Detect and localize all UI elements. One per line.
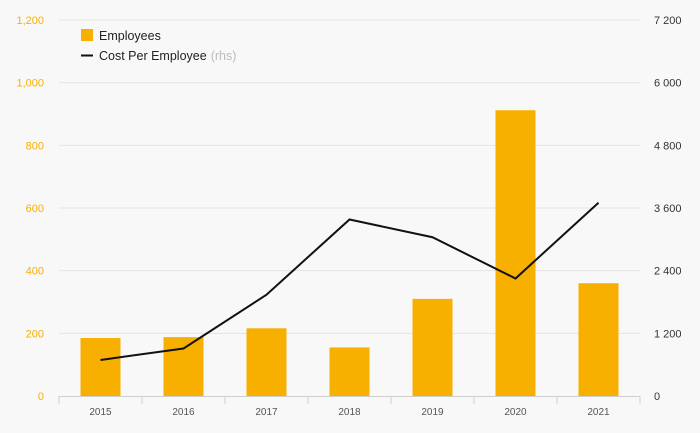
left-tick-label: 600 — [26, 203, 44, 215]
bar-employees-2019 — [412, 298, 453, 396]
left-tick-label: 1,200 — [16, 15, 44, 27]
legend-label-employees: Employees — [99, 29, 161, 43]
line-series-cost-per-employee — [100, 202, 600, 361]
legend-label-cost-per-employee: Cost Per Employee (rhs) — [99, 49, 236, 63]
x-tick-label: 2020 — [504, 407, 527, 418]
right-tick-label: 4 800 — [654, 140, 682, 152]
right-tick-label: 0 — [654, 391, 660, 403]
right-tick-label: 3 600 — [654, 203, 682, 215]
x-tick-label: 2018 — [338, 407, 361, 418]
left-tick-label: 400 — [26, 266, 44, 278]
bar-employees-2018 — [329, 347, 370, 396]
x-tick-label: 2016 — [172, 407, 195, 418]
x-tick-label: 2021 — [587, 407, 610, 418]
left-tick-label: 800 — [26, 140, 44, 152]
legend-label-rhs-note: (rhs) — [211, 49, 237, 63]
bar-employees-2015 — [80, 338, 121, 396]
bar-employees-2021 — [578, 283, 619, 396]
left-tick-label: 0 — [38, 391, 44, 403]
x-tick-label: 2019 — [421, 407, 444, 418]
right-tick-label: 7 200 — [654, 15, 682, 27]
bar-employees-2016 — [163, 337, 204, 396]
right-tick-label: 1 200 — [654, 328, 682, 340]
line-cost-per-employee — [100, 202, 600, 361]
x-tick-label: 2017 — [255, 407, 278, 418]
gridlines — [59, 19, 640, 334]
left-tick-label: 1,000 — [16, 78, 44, 90]
axes: 0 0 200 1 200 400 2 400 600 3 600 800 4 800 1,000 6… — [16, 15, 681, 418]
bar-series-employees — [80, 110, 619, 397]
bar-employees-2020 — [495, 110, 536, 397]
left-tick-label: 200 — [26, 328, 44, 340]
bar-employees-2017 — [246, 328, 287, 396]
right-tick-label: 2 400 — [654, 266, 682, 278]
legend-label-cost-text: Cost Per Employee — [99, 49, 207, 63]
legend-swatch-employees — [81, 29, 93, 41]
x-tick-label: 2015 — [89, 407, 112, 418]
right-tick-label: 6 000 — [654, 78, 682, 90]
legend: Employees Cost Per Employee (rhs) — [81, 29, 236, 63]
